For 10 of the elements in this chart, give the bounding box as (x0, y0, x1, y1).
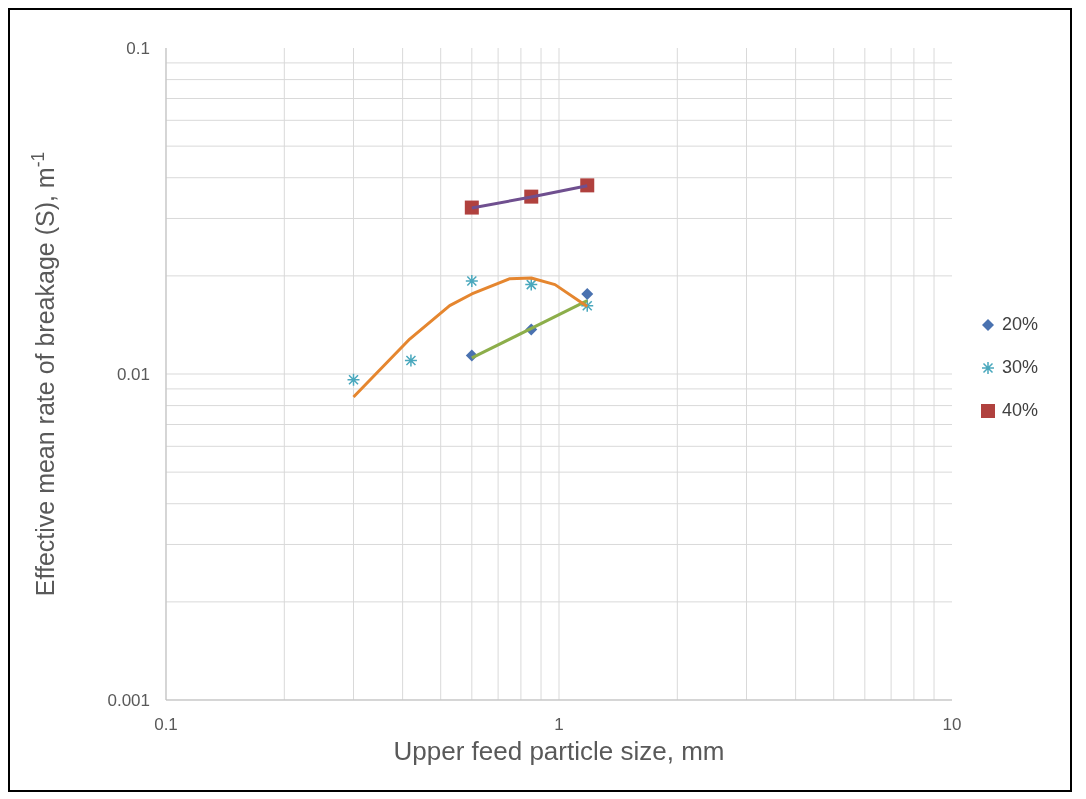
legend-label: 30% (1002, 357, 1039, 378)
legend-label: 20% (1002, 314, 1039, 335)
x-tick-label: 1 (554, 715, 564, 735)
y-tick-label: 0.001 (107, 691, 150, 711)
y-tick-label: 0.1 (126, 39, 150, 59)
x-tick-label: 0.1 (154, 715, 178, 735)
y-tick-label: 0.01 (116, 365, 150, 385)
legend-label: 40% (1002, 400, 1039, 421)
x-axis-title: Upper feed particle size, mm (393, 736, 725, 766)
x-tick-label: 10 (942, 715, 962, 735)
